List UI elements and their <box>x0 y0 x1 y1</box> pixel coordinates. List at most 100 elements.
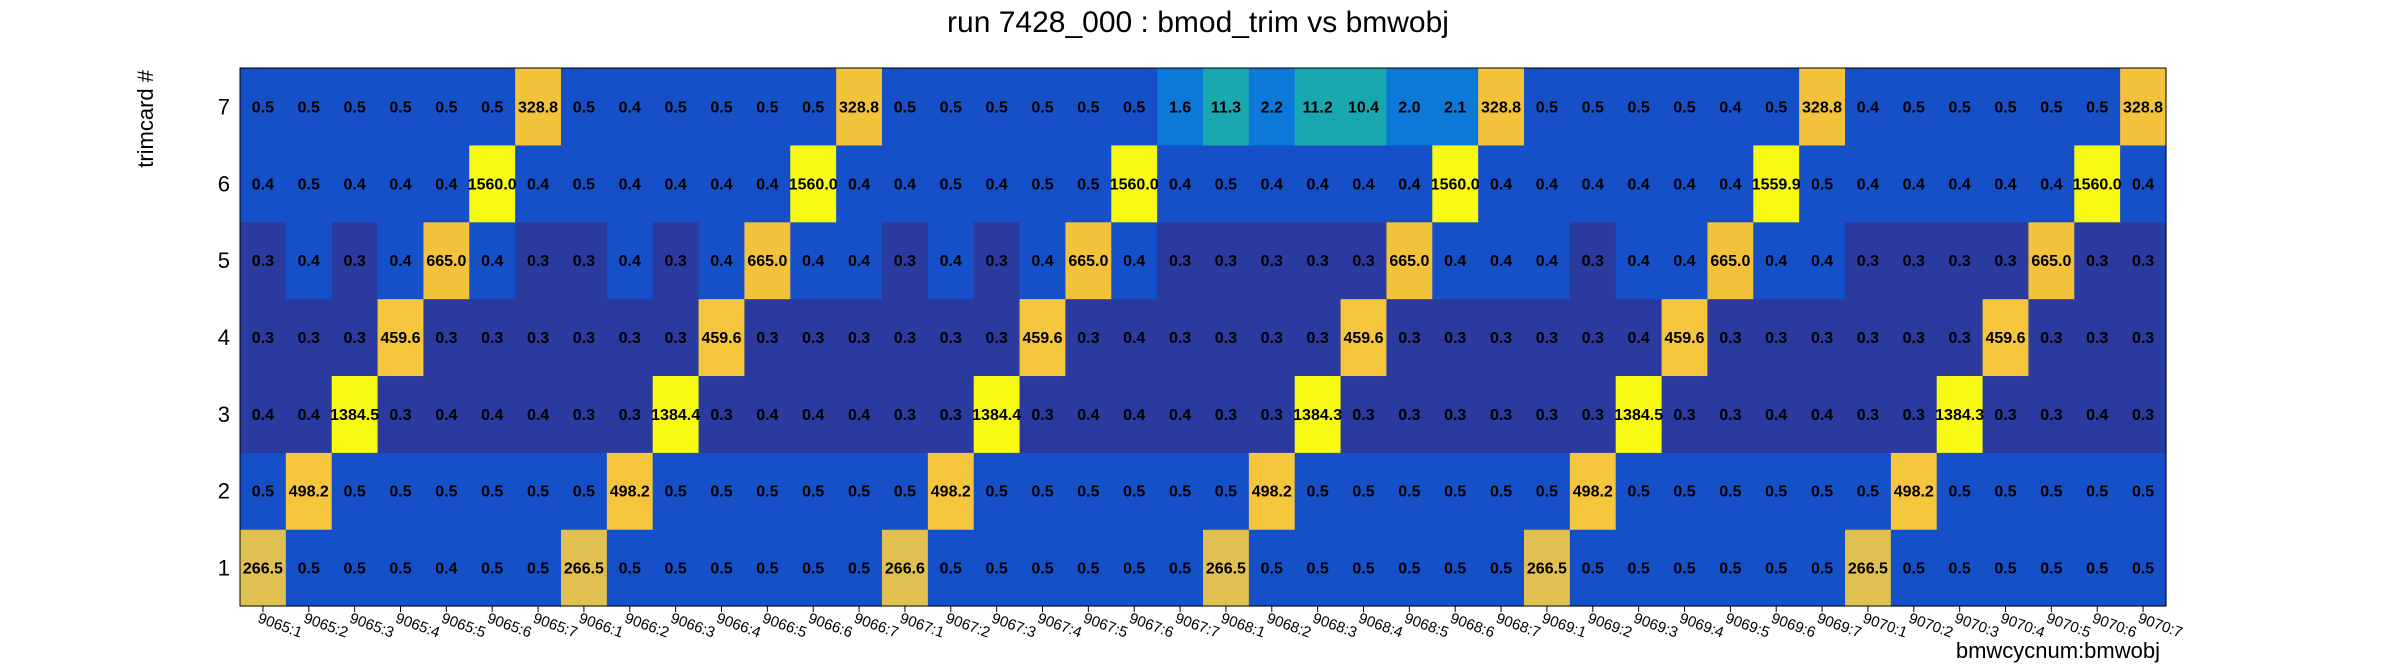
cell-value-label: 0.4 <box>1536 176 1558 193</box>
cell-value-label: 0.3 <box>2132 330 2154 347</box>
heatmap-cell <box>240 452 287 530</box>
cell-value-label: 0.4 <box>756 176 778 193</box>
cell-value-label: 0.5 <box>1077 176 1099 193</box>
heatmap-cell <box>423 298 470 377</box>
cell-value-label: 0.4 <box>986 176 1008 193</box>
heatmap-cell <box>652 221 700 300</box>
heatmap-cell <box>1890 144 1938 223</box>
heatmap-cell <box>1524 529 1571 607</box>
heatmap-cell <box>652 298 700 377</box>
cell-value-label: 266.5 <box>1206 561 1246 578</box>
cell-value-label: 0.5 <box>2040 561 2062 578</box>
heatmap-cell <box>1157 452 1204 530</box>
heatmap-cell <box>698 375 746 453</box>
heatmap-cell <box>1569 529 1617 607</box>
cell-value-label: 0.3 <box>1169 330 1191 347</box>
cell-value-label: 0.4 <box>710 253 732 270</box>
cell-value-label: 0.3 <box>1398 407 1420 424</box>
heatmap-cell <box>331 221 379 300</box>
x-tick-label: 9068:6 <box>1448 610 1497 642</box>
cell-value-label: 1384.5 <box>1614 407 1663 424</box>
cell-value-label: 0.4 <box>1673 253 1695 270</box>
heatmap-cell <box>1248 452 1296 530</box>
cell-value-label: 328.8 <box>518 99 558 116</box>
x-tick-label: 9069:3 <box>1631 610 1680 642</box>
cell-value-label: 498.2 <box>1573 484 1613 501</box>
cell-value-label: 0.5 <box>1123 484 1145 501</box>
heatmap-cell <box>1478 452 1525 530</box>
y-tick-label: 1 <box>218 556 230 581</box>
heatmap-cell <box>1386 68 1433 146</box>
cell-value-label: 0.5 <box>389 561 411 578</box>
x-tick-label: 9068:5 <box>1402 610 1451 642</box>
cell-value-label: 0.5 <box>1077 99 1099 116</box>
cell-value-label: 0.5 <box>435 484 457 501</box>
x-tick-label: 9067:1 <box>898 610 947 642</box>
heatmap-cell <box>836 452 883 530</box>
heatmap-cell <box>1845 68 1892 146</box>
cell-value-label: 0.5 <box>1031 99 1053 116</box>
cell-value-label: 0.5 <box>894 484 916 501</box>
heatmap-cell <box>927 68 975 146</box>
heatmap-cell <box>2074 452 2121 530</box>
cell-value-label: 665.0 <box>1068 253 1108 270</box>
heatmap-cell <box>1890 375 1938 453</box>
x-tick-label: 9066:2 <box>622 610 671 642</box>
cell-value-label: 0.3 <box>1169 253 1191 270</box>
heatmap-cell <box>1845 375 1892 453</box>
heatmap-cell <box>1615 298 1663 377</box>
cell-value-label: 498.2 <box>931 484 971 501</box>
cell-value-label: 0.4 <box>298 407 320 424</box>
heatmap-cell <box>744 452 791 530</box>
cell-value-label: 498.2 <box>289 484 329 501</box>
cell-value-label: 0.4 <box>1857 176 1879 193</box>
heatmap-cell <box>1753 221 1800 300</box>
heatmap-cell <box>2028 452 2075 530</box>
cell-value-label: 0.3 <box>1582 253 1604 270</box>
cell-value-label: 0.3 <box>1261 330 1283 347</box>
heatmap-cell <box>973 452 1021 530</box>
cell-value-label: 0.5 <box>894 99 916 116</box>
cell-value-label: 0.4 <box>756 407 778 424</box>
cell-value-label: 0.5 <box>1123 99 1145 116</box>
cell-value-label: 266.6 <box>885 561 925 578</box>
heatmap-cell <box>1157 375 1204 453</box>
cell-value-label: 0.5 <box>986 99 1008 116</box>
heatmap-cell <box>561 144 608 223</box>
heatmap-cell <box>1248 375 1296 453</box>
heatmap-cell <box>1707 221 1754 300</box>
y-tick-label: 3 <box>218 402 230 427</box>
x-tick-label: 9066:3 <box>668 610 717 642</box>
cell-value-label: 0.3 <box>710 407 732 424</box>
cell-value-label: 0.5 <box>1123 561 1145 578</box>
heatmap-cell <box>1203 529 1250 607</box>
x-tick-label: 9070:5 <box>2044 610 2093 642</box>
cell-value-label: 2.2 <box>1261 99 1283 116</box>
heatmap-cell <box>698 144 746 223</box>
cell-value-label: 0.5 <box>2086 99 2108 116</box>
cell-value-label: 0.5 <box>344 484 366 501</box>
x-tick-label: 9067:2 <box>943 610 992 642</box>
cell-value-label: 0.3 <box>619 330 641 347</box>
x-tick-label: 9065:4 <box>393 610 442 642</box>
cell-value-label: 0.5 <box>435 99 457 116</box>
cell-value-label: 0.5 <box>527 484 549 501</box>
cell-value-label: 0.3 <box>894 407 916 424</box>
cell-value-label: 0.5 <box>2040 99 2062 116</box>
cell-value-label: 0.5 <box>940 99 962 116</box>
heatmap-cell <box>1432 375 1479 453</box>
cell-value-label: 1384.4 <box>972 407 1021 424</box>
heatmap-cell <box>377 375 425 453</box>
cell-value-label: 0.5 <box>1444 561 1466 578</box>
heatmap-cell <box>285 452 333 530</box>
heatmap-cell <box>744 221 791 300</box>
cell-value-label: 0.4 <box>1169 176 1191 193</box>
heatmap-cell <box>469 68 516 146</box>
heatmap-cell <box>515 529 562 607</box>
cell-value-label: 0.3 <box>894 253 916 270</box>
cell-value-label: 0.5 <box>1994 99 2016 116</box>
cell-value-label: 0.3 <box>1307 330 1329 347</box>
heatmap-cell <box>423 144 470 223</box>
y-tick-label: 6 <box>218 171 230 196</box>
cell-value-label: 0.3 <box>389 407 411 424</box>
